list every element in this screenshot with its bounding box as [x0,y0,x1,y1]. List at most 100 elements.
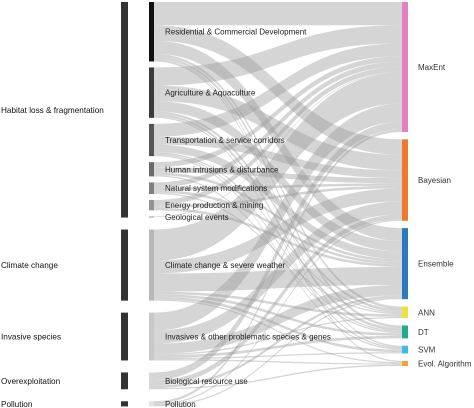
flow-transportation-to-svm [154,154,402,350]
flow-transportation-to-ann [154,152,402,313]
flow-invasives_p-to-dt [154,335,402,358]
flow-human-to-bayesian [154,167,402,184]
flow-climate_sw-to-ensemble [154,266,402,292]
flow-residential-to-svm [154,58,402,348]
left-node-pollution-label: Pollution [1,400,33,408]
flow-invasives_p-to-evol [154,359,402,365]
right-node-dt-label: DT [418,328,429,337]
flow-climate_sw-to-dt [154,294,402,336]
flow-residential-to-bayesian [154,25,402,155]
flow-pollution_m-to-maxent [154,129,402,404]
middle-node-agriculture-aquaculture-bar [149,67,154,118]
flow-residential-to-maxent [154,2,402,26]
middle-node-agriculture-aquaculture-label: Agriculture & Aquaculture [165,89,256,98]
middle-node-human-intrusions-disturbance-bar [149,162,154,177]
nodes-layer [121,2,408,407]
middle-node-invasives-other-problematic-species-genes-bar [149,312,154,361]
flow-geological-to-maxent [154,71,402,218]
flow-biological-to-evol [154,364,402,390]
left-node-invasive-species-bar [121,312,128,361]
right-node-evol-algorithm-label: Evol. Algorithm [418,359,472,368]
right-node-ensemble-label: Ensemble [418,260,454,269]
right-node-ann-bar [402,306,408,319]
flow-agriculture-to-ensemble [154,101,402,252]
flow-agriculture-to-ann [154,111,402,312]
right-node-svm-bar [402,345,408,354]
middle-node-energy-production-mining-bar [149,200,154,211]
flow-human-to-maxent [154,56,402,168]
flow-agriculture-to-bayesian [154,85,402,171]
middle-node-pollution-label: Pollution [165,400,196,408]
flow-transportation-to-bayesian [154,136,402,179]
right-node-ensemble-bar [402,228,408,300]
flow-climate_sw-to-bayesian [154,188,402,274]
flow-natural-to-ann [154,192,402,315]
left-node-overexploitation-bar [121,372,128,390]
middle-node-transportation-service-corridors-label: Transportation & service corridors [165,136,285,145]
flow-invasives_p-to-ann [154,316,402,356]
flow-climate_sw-to-evol [154,299,402,364]
right-node-bayesian-bar [402,139,408,221]
flow-energy-to-maxent [154,66,402,206]
flow-climate_sw-to-ann [154,291,402,317]
right-node-maxent-label: MaxEnt [418,63,446,72]
middle-node-invasives-other-problematic-species-genes-label: Invasives & other problematic species & … [165,333,331,342]
middle-node-natural-system-modifications-bar [149,182,154,195]
flow-transportation-to-maxent [154,43,402,137]
middle-node-human-intrusions-disturbance-label: Human intrusions & disturbance [165,165,279,174]
flow-energy-to-bayesian [154,185,402,208]
flow-invasives_p-to-ensemble [154,284,402,354]
labels-layer: Habitat loss & fragmentation Climate chan… [1,28,472,408]
middle-node-climate-change-severe-weather-label: Climate change & severe weather [165,261,285,270]
middle-node-biological-resource-use-label: Biological resource use [165,377,248,386]
flows-layer [154,2,402,407]
flow-climate_sw-to-svm [154,296,402,353]
middle-node-climate-change-severe-weather-bar [149,229,154,301]
middle-node-residential-commercial-development-label: Residential & Commercial Development [165,28,307,37]
left-node-climate-change-bar [121,229,128,301]
flow-transportation-to-ensemble [154,144,402,260]
middle-node-natural-system-modifications-label: Natural system modifications [165,184,267,193]
flow-human-to-dt [154,175,402,334]
right-node-maxent-bar [402,2,408,133]
flow-residential-to-dt [154,56,402,329]
middle-node-geological-events-bar [149,216,154,218]
right-node-dt-bar [402,325,408,339]
flow-residential-to-evol [154,60,402,363]
middle-node-transportation-service-corridors-bar [149,123,154,157]
right-node-ann-label: ANN [418,308,435,317]
left-node-habitat-loss-fragmentation-label: Habitat loss & fragmentation [1,106,104,115]
right-node-bayesian-label: Bayesian [418,176,451,185]
flow-agriculture-to-dt [154,113,402,331]
flow-biological-to-maxent [154,121,402,381]
flow-human-to-ensemble [154,172,402,262]
right-node-evol-algorithm-bar [402,360,408,366]
right-node-svm-label: SVM [418,346,436,355]
flow-agriculture-to-svm [154,116,402,349]
left-node-climate-change-label: Climate change [1,261,58,270]
flow-agriculture-to-maxent [154,25,402,86]
flow-residential-to-ensemble [154,40,402,242]
flow-transportation-to-dt [154,153,402,332]
left-node-habitat-loss-fragmentation-bar [121,2,128,218]
flow-residential-to-ann [154,53,402,310]
flow-energy-to-ensemble [154,207,402,267]
flow-climate_sw-to-maxent [154,72,402,261]
left-node-invasive-species-label: Invasive species [1,333,61,342]
flow-natural-to-bayesian [154,183,402,191]
flow-biological-to-ensemble [154,295,402,388]
middle-node-energy-production-mining-label: Energy production & mining [165,201,263,210]
middle-node-pollution-bar [149,401,154,407]
flow-invasives_p-to-svm [154,352,402,360]
middle-node-geological-events-label: Geological events [165,213,229,222]
middle-node-residential-commercial-development-bar [149,2,154,62]
flow-natural-to-ensemble [154,190,402,265]
middle-node-biological-resource-use-bar [149,372,154,390]
flow-pollution_m-to-bayesian [154,219,402,406]
left-node-pollution-bar [121,401,128,407]
flow-invasives_p-to-bayesian [154,201,402,344]
flow-invasives_p-to-maxent [154,103,402,331]
flow-pollution_m-to-ensemble [154,297,402,407]
flow-biological-to-bayesian [154,214,402,386]
